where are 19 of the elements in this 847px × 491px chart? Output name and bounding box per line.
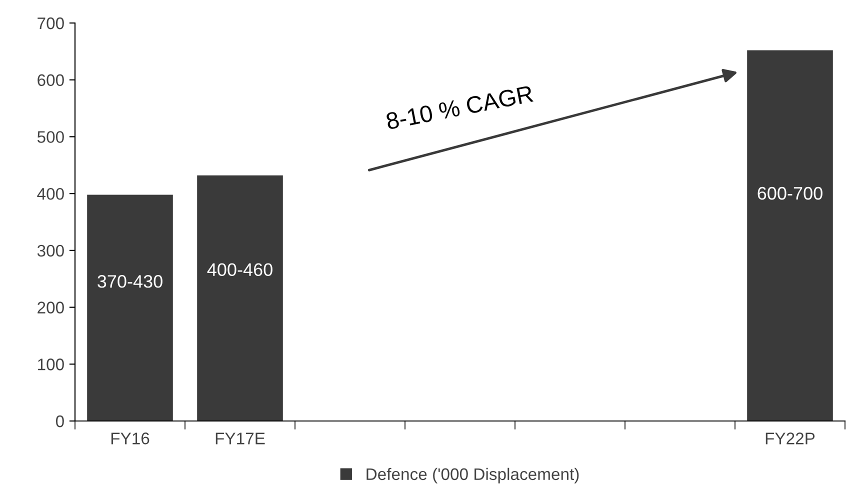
annotation: 8-10 % CAGR [386,85,534,130]
y-tick-label: 300 [37,244,64,257]
legend-label: Defence ('000 Displacement) [366,468,579,484]
data-label: 400-460 [207,263,272,276]
bar [87,194,173,421]
y-tick-label: 200 [38,302,64,314]
x-tick-label: FY16 [111,432,150,444]
y-tick-label: 500 [37,131,64,143]
y-tick-label: 600 [38,74,64,86]
y-tick-label: 0 [56,415,64,428]
data-label: 600-700 [758,186,822,200]
bar [747,50,833,421]
bar [197,175,283,421]
x-tick-label: FY17E [216,432,265,444]
x-tick-label: FY22P [766,432,815,444]
y-tick-label: 100 [38,358,64,370]
y-tick-label: 400 [37,188,64,200]
data-label: 370-430 [98,275,162,288]
y-tick-label: 700 [38,17,64,30]
